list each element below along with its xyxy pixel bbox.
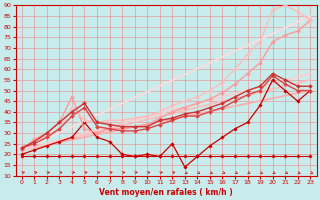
X-axis label: Vent moyen/en rafales ( km/h ): Vent moyen/en rafales ( km/h ): [99, 188, 233, 197]
